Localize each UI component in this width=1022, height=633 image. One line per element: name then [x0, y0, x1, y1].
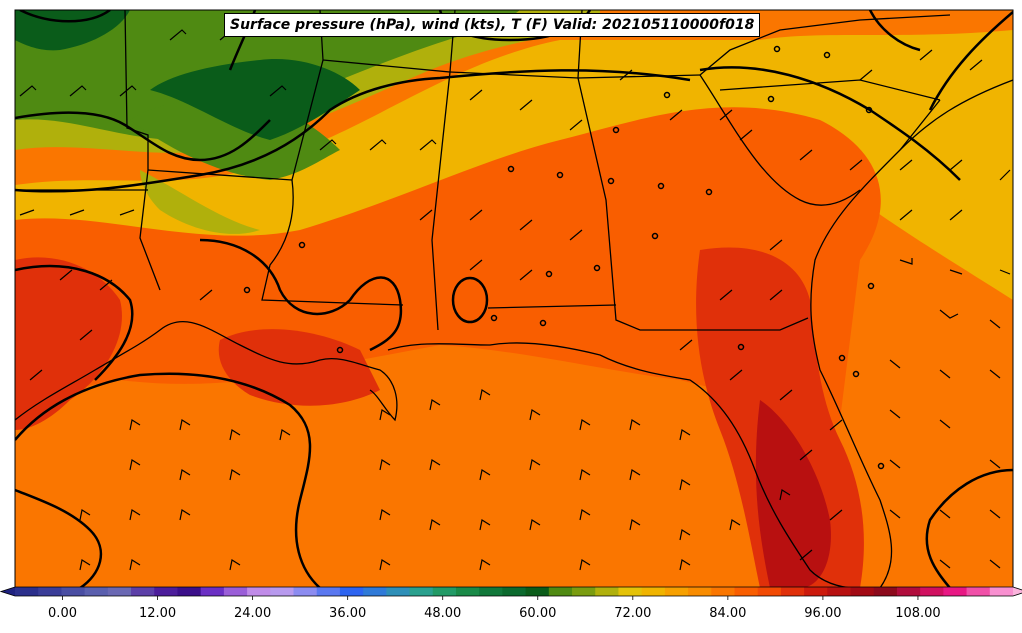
colorbar-segment	[316, 587, 341, 596]
colorbar-segment	[131, 587, 155, 596]
temperature-area-very-hot-texas	[15, 257, 122, 430]
colorbar-segment	[247, 587, 271, 596]
colorbar-segment	[502, 587, 527, 596]
colorbar-segment	[572, 587, 596, 596]
isobars	[15, 10, 1013, 588]
colorbar-segment	[200, 587, 225, 596]
colorbar-tick-label: 48.00	[424, 606, 462, 621]
temperature-area-hottest-florida	[755, 400, 831, 588]
colorbar-segment	[548, 587, 573, 596]
colorbar-segment	[734, 587, 759, 596]
colorbar-segment	[339, 587, 364, 596]
colorbar-segment	[873, 587, 898, 596]
colorbar-segment	[15, 587, 39, 596]
colorbar-outline	[0, 586, 1022, 597]
colorbar-segment	[455, 587, 480, 596]
map-title: Surface pressure (hPa), wind (kts), T (F…	[224, 13, 761, 37]
wind-barbs	[19, 29, 1011, 571]
colorbar-segment	[177, 587, 202, 596]
coastline	[15, 79, 1013, 588]
colorbar-segment	[386, 587, 411, 596]
temperature-band-mild-west	[140, 170, 260, 234]
colorbar-segment	[154, 587, 179, 596]
colorbar-tick-label: 72.00	[614, 606, 652, 621]
colorbar-segment	[525, 587, 550, 596]
colorbar-segment	[966, 587, 991, 596]
colorbar-segment	[363, 587, 387, 596]
colorbar-tick-label: 84.00	[709, 606, 747, 621]
temperature-colorbar	[0, 586, 1022, 600]
colorbar-segment	[595, 587, 620, 596]
colorbar-segment	[920, 587, 944, 596]
colorbar-segment	[850, 587, 875, 596]
colorbar-tick-label: 96.00	[804, 606, 842, 621]
colorbar-tick-label: 36.00	[329, 606, 367, 621]
colorbar-segment	[293, 587, 318, 596]
colorbar-segment	[827, 587, 852, 596]
colorbar-segment	[804, 587, 828, 596]
colorbar-segment	[432, 587, 457, 596]
colorbar-tick-label: 12.00	[138, 606, 177, 621]
colorbar-segment	[84, 587, 109, 596]
colorbar-segment	[270, 587, 295, 596]
colorbar-segment	[688, 587, 712, 596]
colorbar-segment	[38, 587, 63, 596]
temperature-band-warm-east	[860, 60, 1013, 230]
colorbar-segment	[107, 587, 132, 596]
colorbar-segment	[409, 587, 434, 596]
colorbar-segment	[61, 587, 86, 596]
calm-wind-markers	[243, 45, 885, 470]
colorbar-segment	[896, 587, 921, 596]
weather-map	[14, 9, 1014, 589]
colorbar-segment	[641, 587, 666, 596]
colorbar-tick-label: 0.00	[48, 606, 77, 621]
colorbar-segment	[664, 587, 689, 596]
temperature-area-cold-north	[15, 10, 130, 51]
colorbar-segment	[943, 587, 968, 596]
colorbar-tick-label: 108.00	[895, 606, 941, 621]
colorbar-segment	[479, 587, 503, 596]
colorbar-tick-label: 60.00	[519, 606, 557, 621]
colorbar-segment	[223, 587, 248, 596]
colorbar-segment	[989, 587, 1014, 596]
colorbar-segment	[780, 587, 805, 596]
colorbar-segment	[618, 587, 643, 596]
colorbar-extend-low	[1, 587, 15, 596]
colorbar-tick-label: 24.00	[234, 606, 272, 621]
colorbar-segment	[757, 587, 782, 596]
colorbar-segment	[711, 587, 736, 596]
